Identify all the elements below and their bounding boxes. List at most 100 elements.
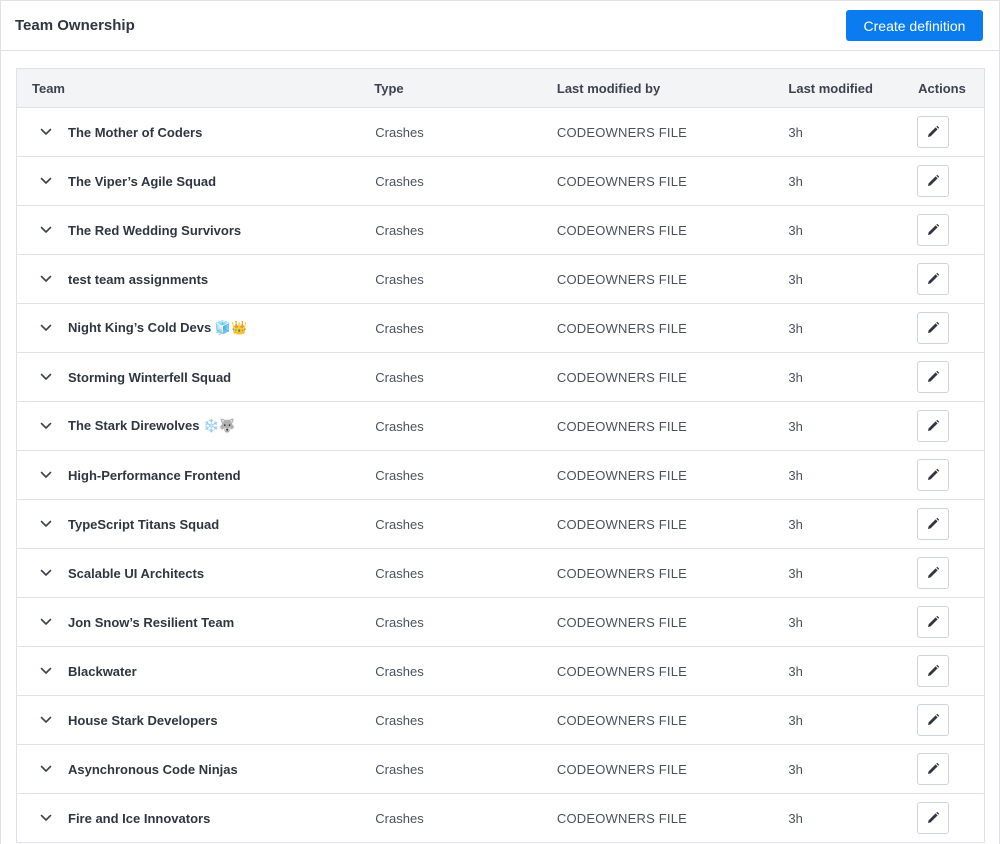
team-cell: TypeScript Titans Squad xyxy=(17,517,373,532)
team-cell: Fire and Ice Innovators xyxy=(17,811,373,826)
type-value: Crashes xyxy=(375,810,424,826)
team-name: The Mother of Coders xyxy=(68,124,203,140)
chevron-down-icon[interactable] xyxy=(39,419,53,433)
type-cell: Crashes xyxy=(373,370,557,385)
pencil-icon xyxy=(926,664,940,678)
team-cell: Jon Snow’s Resilient Team xyxy=(17,615,373,630)
actions-cell xyxy=(917,606,984,638)
type-cell: Crashes xyxy=(373,664,557,679)
last-modified-by-cell: CODEOWNERS FILE xyxy=(557,419,789,434)
chevron-down-icon[interactable] xyxy=(39,370,53,384)
team-name: High-Performance Frontend xyxy=(68,467,241,483)
edit-button[interactable] xyxy=(917,802,950,834)
edit-button[interactable] xyxy=(917,165,950,197)
last-modified-by-cell: CODEOWNERS FILE xyxy=(557,762,789,777)
chevron-down-icon[interactable] xyxy=(39,125,53,139)
type-value: Crashes xyxy=(375,712,424,728)
pencil-icon xyxy=(926,468,940,482)
table-row: House Stark Developers Crashes CODEOWNER… xyxy=(17,696,984,745)
last-modified-value: 3h xyxy=(788,124,803,140)
last-modified-cell: 3h xyxy=(788,223,917,238)
edit-button[interactable] xyxy=(917,704,950,736)
type-cell: Crashes xyxy=(373,713,557,728)
actions-cell xyxy=(917,214,984,246)
chevron-down-icon[interactable] xyxy=(39,272,53,286)
last-modified-cell: 3h xyxy=(788,321,917,336)
edit-button[interactable] xyxy=(917,655,950,687)
chevron-down-icon[interactable] xyxy=(39,713,53,727)
last-modified-cell: 3h xyxy=(788,272,917,287)
type-cell: Crashes xyxy=(373,468,557,483)
team-name: The Red Wedding Survivors xyxy=(68,222,242,238)
table-row: Storming Winterfell Squad Crashes CODEOW… xyxy=(17,353,984,402)
type-cell: Crashes xyxy=(373,321,557,336)
page-title: Team Ownership xyxy=(15,17,135,34)
chevron-down-icon[interactable] xyxy=(39,468,53,482)
type-value: Crashes xyxy=(375,271,424,287)
team-cell: The Mother of Coders xyxy=(17,125,373,140)
edit-button[interactable] xyxy=(917,410,950,442)
chevron-down-icon[interactable] xyxy=(39,174,53,188)
last-modified-by-value: CODEOWNERS FILE xyxy=(556,418,688,434)
edit-button[interactable] xyxy=(917,263,950,295)
team-cell: The Red Wedding Survivors xyxy=(17,223,373,238)
team-name: Asynchronous Code Ninjas xyxy=(68,761,238,777)
edit-button[interactable] xyxy=(917,459,950,491)
edit-button[interactable] xyxy=(917,214,950,246)
last-modified-by-cell: CODEOWNERS FILE xyxy=(557,370,789,385)
type-value: Crashes xyxy=(375,663,424,679)
table-body: The Mother of Coders Crashes CODEOWNERS … xyxy=(17,108,984,843)
edit-button[interactable] xyxy=(917,557,950,589)
last-modified-by-cell: CODEOWNERS FILE xyxy=(557,468,789,483)
last-modified-cell: 3h xyxy=(788,419,917,434)
column-header-last-modified: Last modified xyxy=(788,80,873,96)
edit-button[interactable] xyxy=(917,116,950,148)
table-row: The Viper’s Agile Squad Crashes CODEOWNE… xyxy=(17,157,984,206)
table-row: Scalable UI Architects Crashes CODEOWNER… xyxy=(17,549,984,598)
last-modified-cell: 3h xyxy=(788,664,917,679)
last-modified-value: 3h xyxy=(788,565,803,581)
pencil-icon xyxy=(926,517,940,531)
edit-button[interactable] xyxy=(917,753,950,785)
last-modified-value: 3h xyxy=(788,516,803,532)
team-name: Scalable UI Architects xyxy=(68,565,205,581)
type-value: Crashes xyxy=(375,320,424,336)
last-modified-by-cell: CODEOWNERS FILE xyxy=(557,517,789,532)
type-value: Crashes xyxy=(375,761,424,777)
last-modified-cell: 3h xyxy=(788,566,917,581)
last-modified-cell: 3h xyxy=(788,468,917,483)
column-header-type: Type xyxy=(374,80,404,96)
last-modified-by-value: CODEOWNERS FILE xyxy=(556,467,688,483)
chevron-down-icon[interactable] xyxy=(39,664,53,678)
table-row: Asynchronous Code Ninjas Crashes CODEOWN… xyxy=(17,745,984,794)
chevron-down-icon[interactable] xyxy=(39,321,53,335)
actions-cell xyxy=(917,165,984,197)
actions-cell xyxy=(917,116,984,148)
last-modified-value: 3h xyxy=(788,761,803,777)
edit-button[interactable] xyxy=(917,361,950,393)
chevron-down-icon[interactable] xyxy=(39,223,53,237)
last-modified-value: 3h xyxy=(788,418,803,434)
edit-button[interactable] xyxy=(917,508,950,540)
actions-cell xyxy=(917,263,984,295)
chevron-down-icon[interactable] xyxy=(39,811,53,825)
last-modified-cell: 3h xyxy=(788,125,917,140)
pencil-icon xyxy=(926,811,940,825)
chevron-down-icon[interactable] xyxy=(39,566,53,580)
edit-button[interactable] xyxy=(917,312,950,344)
create-definition-button[interactable]: Create definition xyxy=(846,10,983,41)
team-cell: Scalable UI Architects xyxy=(17,566,373,581)
chevron-down-icon[interactable] xyxy=(39,615,53,629)
chevron-down-icon[interactable] xyxy=(39,762,53,776)
actions-cell xyxy=(917,361,984,393)
last-modified-cell: 3h xyxy=(788,517,917,532)
table-row: test team assignments Crashes CODEOWNERS… xyxy=(17,255,984,304)
actions-cell xyxy=(917,459,984,491)
type-value: Crashes xyxy=(375,614,424,630)
last-modified-by-value: CODEOWNERS FILE xyxy=(556,320,688,336)
edit-button[interactable] xyxy=(917,606,950,638)
chevron-down-icon[interactable] xyxy=(39,517,53,531)
type-cell: Crashes xyxy=(373,517,557,532)
pencil-icon xyxy=(926,713,940,727)
